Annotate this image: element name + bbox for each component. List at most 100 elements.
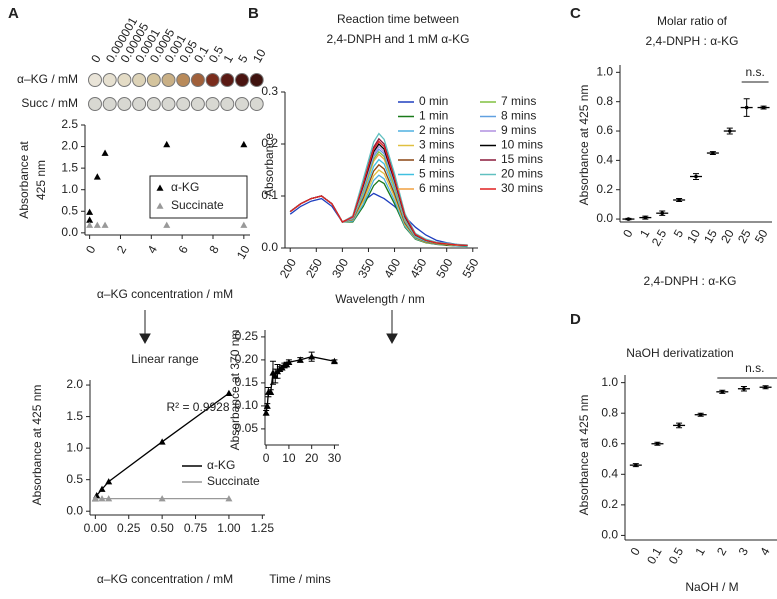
- dot: [711, 151, 715, 155]
- x-axis-label: NaOH / M: [685, 580, 738, 594]
- legend-label: 5 mins: [419, 167, 454, 181]
- well: [190, 73, 205, 87]
- y-tick-label: 0.20: [235, 352, 259, 366]
- y-tick-label: 0.4: [601, 466, 618, 480]
- y-tick-label: 0.3: [261, 84, 278, 98]
- marker: [101, 149, 109, 156]
- y-tick-label: 0.1: [261, 188, 278, 202]
- marker: [105, 495, 113, 502]
- y-tick-label: 0.6: [601, 436, 618, 450]
- marker: [262, 409, 270, 416]
- y-tick-label: 0.8: [596, 94, 613, 108]
- legend-label: 4 mins: [419, 152, 454, 166]
- legend-label: 9 mins: [501, 123, 536, 137]
- legend-label: 10 mins: [501, 138, 543, 152]
- y-tick-label: 0.8: [601, 405, 618, 419]
- marker: [93, 173, 101, 180]
- marker: [163, 140, 171, 148]
- marker: [105, 478, 113, 485]
- well-label: 5: [235, 52, 251, 65]
- y-tick-label: 0.5: [66, 472, 83, 486]
- x-tick-label: 400: [381, 256, 403, 281]
- x-tick-label: 0: [620, 227, 636, 240]
- y-tick-label: 0.2: [601, 497, 618, 511]
- marker: [225, 495, 233, 502]
- legend-label: 1 min: [419, 109, 448, 123]
- y-axis-label: Absorbance at: [17, 141, 31, 219]
- x-tick-label: 0.5: [666, 545, 687, 567]
- y-tick-label: 1.0: [601, 375, 618, 389]
- y-axis-label: Absorbance at 425 nm: [30, 385, 44, 506]
- well: [117, 73, 132, 87]
- chart-title: 2,4-DNPH : α-KG: [646, 34, 739, 48]
- marker: [225, 389, 233, 397]
- dot: [720, 390, 725, 394]
- y-tick-label: 0.0: [61, 225, 78, 239]
- annotation: n.s.: [745, 361, 764, 375]
- x-tick-label: 0: [263, 451, 270, 465]
- well: [205, 97, 220, 111]
- row-label: α–KG / mM: [17, 72, 78, 86]
- marker: [86, 221, 94, 228]
- dot: [694, 174, 698, 179]
- marker: [240, 140, 248, 148]
- well: [146, 97, 161, 111]
- x-tick-label: 0.75: [184, 521, 208, 535]
- x-tick-label: 1: [692, 545, 708, 558]
- x-tick-label: 1.00: [217, 521, 241, 535]
- marker: [158, 495, 166, 502]
- y-tick-label: 0.0: [66, 503, 83, 517]
- y-tick-label: 0.05: [235, 421, 259, 435]
- legend-label: 15 mins: [501, 152, 543, 166]
- y-axis-label: 425 nm: [34, 160, 48, 200]
- well: [235, 73, 249, 87]
- y-tick-label: 1.5: [66, 409, 83, 423]
- y-tick-label: 0.4: [596, 153, 613, 167]
- legend-label: Succinate: [171, 198, 224, 212]
- x-tick-label: 10: [234, 243, 253, 262]
- x-tick-label: 2.5: [649, 227, 670, 249]
- x-tick-label: 50: [752, 227, 771, 246]
- well: [220, 73, 235, 87]
- x-tick-label: 0: [627, 545, 643, 558]
- y-tick-label: 0.15: [235, 375, 259, 389]
- y-tick-label: 0.25: [235, 329, 259, 343]
- well-label: 10: [250, 46, 269, 65]
- legend-swatch: [156, 184, 164, 191]
- well: [102, 97, 117, 111]
- x-tick-label: 8: [206, 243, 222, 256]
- x-tick-label: 3: [736, 545, 752, 558]
- x-tick-label: 250: [303, 256, 325, 281]
- x-tick-label: 0.50: [150, 521, 174, 535]
- x-tick-label: 0.25: [117, 521, 141, 535]
- dot: [677, 198, 681, 202]
- x-tick-label: 25: [735, 227, 754, 246]
- marker: [271, 372, 279, 379]
- x-tick-label: 10: [684, 227, 703, 246]
- dot: [744, 105, 749, 110]
- well: [161, 73, 176, 87]
- x-tick-label: 200: [277, 256, 299, 281]
- well: [176, 97, 191, 111]
- data-line: [265, 356, 335, 413]
- data-line: [289, 140, 468, 247]
- x-tick-label: 0.00: [84, 521, 108, 535]
- row-label: Succ / mM: [21, 96, 78, 110]
- legend-swatch: [156, 202, 164, 209]
- y-axis-label: Absorbance at 370 nm: [228, 330, 242, 451]
- dot: [643, 215, 648, 220]
- dot: [626, 217, 631, 221]
- y-tick-label: 0.10: [235, 398, 259, 412]
- arrows: [139, 310, 398, 345]
- legend-label: 30 mins: [501, 181, 543, 195]
- x-tick-label: 300: [329, 256, 351, 281]
- marker: [91, 495, 99, 502]
- marker: [98, 495, 106, 502]
- y-tick-label: 0.5: [61, 203, 78, 217]
- x-tick-label: 0.1: [644, 545, 665, 567]
- marker: [240, 221, 248, 228]
- y-tick-label: 0.2: [261, 136, 278, 150]
- y-axis-label: Absorbance: [262, 133, 276, 197]
